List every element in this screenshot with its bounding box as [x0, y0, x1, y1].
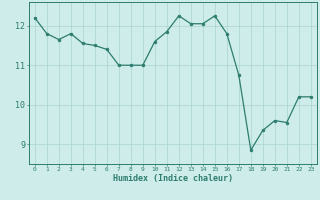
X-axis label: Humidex (Indice chaleur): Humidex (Indice chaleur) [113, 174, 233, 183]
